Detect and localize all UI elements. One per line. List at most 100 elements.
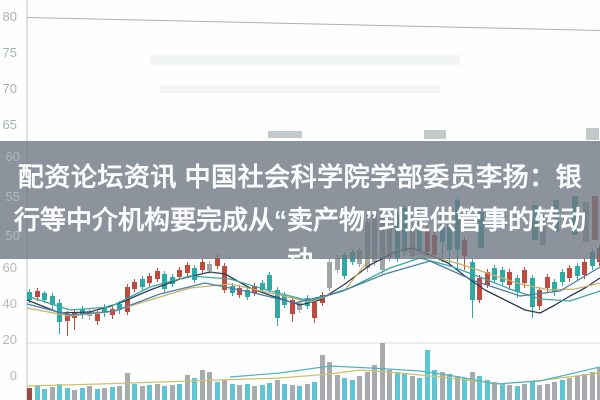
volume-bar — [110, 387, 115, 400]
volume-bar — [170, 385, 175, 400]
candle-body — [545, 277, 550, 288]
volume-bar — [222, 380, 227, 400]
volume-bar — [132, 384, 137, 400]
candle-body — [515, 278, 520, 292]
candle-body — [567, 268, 572, 278]
ma-navy — [26, 247, 600, 314]
headline-line-1: 配资论坛资讯 中国社会科学院学部委员李扬：银 — [17, 162, 583, 192]
volume-bar — [117, 386, 122, 400]
candle-body — [335, 258, 340, 270]
candle-body — [507, 272, 512, 285]
volume-bar — [200, 370, 205, 400]
volume-bar — [320, 355, 325, 400]
volume-bar — [155, 384, 160, 400]
volume-bar — [552, 382, 557, 400]
vol-ma-teal — [229, 365, 600, 385]
volume-bar — [447, 374, 452, 400]
volume-bar — [582, 374, 587, 400]
candle-body — [207, 264, 212, 271]
volume-bar — [545, 384, 550, 400]
candle-body — [95, 314, 100, 321]
ma-steelblue — [26, 260, 600, 316]
volume-bar — [432, 370, 437, 400]
volume-bar — [327, 362, 332, 400]
volume-bar — [192, 378, 197, 400]
candle-body — [575, 266, 580, 276]
candle-body — [492, 268, 497, 280]
volume-bar — [230, 384, 235, 400]
candle-body — [342, 255, 347, 276]
candle-body — [552, 282, 557, 292]
axis-label: 55 — [5, 189, 20, 204]
volume-bar — [237, 385, 242, 400]
volume-bar — [357, 376, 362, 400]
volume-bar — [597, 368, 600, 400]
headline-band: 60 55 50 配资论坛资讯 中国社会科学院学部委员李扬：银 行等中介机构要完成从… — [0, 141, 600, 259]
volume-bar — [492, 382, 497, 400]
candle-body — [147, 276, 152, 283]
volume-bar — [245, 384, 250, 400]
volume-bar — [42, 389, 47, 400]
ma-tan — [26, 249, 600, 317]
volume-bar — [267, 383, 272, 400]
candle-body — [155, 271, 160, 279]
candle-body — [140, 279, 145, 287]
axis-label: 50 — [5, 228, 20, 243]
volume-bar — [507, 385, 512, 400]
candle-body — [35, 291, 40, 297]
volume-bar — [35, 386, 40, 400]
volume-bar — [372, 365, 377, 400]
volume-bar — [470, 372, 475, 400]
volume-bar — [515, 386, 520, 400]
volume-bar — [365, 372, 370, 400]
volume-bar — [87, 386, 92, 400]
candle-body — [185, 265, 190, 273]
candle-body — [290, 300, 295, 314]
candle-body — [192, 268, 197, 280]
volume-bar — [57, 384, 62, 400]
candle-body — [245, 290, 250, 297]
volume-bar — [590, 372, 595, 400]
candle-body — [237, 288, 242, 295]
volume-bar — [290, 385, 295, 400]
volume-bar — [215, 382, 220, 400]
candle-body — [162, 274, 167, 289]
axis-label: 60 — [5, 149, 20, 164]
volume-bar — [485, 380, 490, 400]
volume-bar — [402, 374, 407, 400]
candle-body — [312, 302, 317, 318]
volume-bar — [95, 389, 100, 400]
candle-body — [560, 272, 565, 282]
candle-body — [267, 275, 272, 290]
volume-bar — [560, 380, 565, 400]
ma-lines — [26, 247, 600, 317]
volume-bar — [530, 382, 535, 400]
candle-body — [132, 282, 137, 289]
candle-body — [215, 258, 220, 266]
volume-bar — [27, 388, 32, 400]
volume-bar — [65, 388, 70, 400]
volume-bar — [522, 384, 527, 400]
candle-body — [477, 278, 482, 300]
volume-bar — [425, 350, 430, 400]
faded-upper-chart — [150, 55, 599, 140]
candle-body — [260, 283, 265, 290]
volume-bar — [162, 386, 167, 400]
volume-bar — [252, 386, 257, 400]
volume-bar — [575, 376, 580, 400]
volume-bar — [477, 376, 482, 400]
volume-bar — [207, 372, 212, 400]
volume-bar — [342, 378, 347, 400]
volume-bar — [395, 372, 400, 400]
volume-bar — [140, 386, 145, 400]
volume-bar — [185, 375, 190, 400]
volume-bar — [147, 385, 152, 400]
volume-bar — [410, 376, 415, 400]
volume-bar — [102, 388, 107, 400]
volume-bar — [260, 385, 265, 400]
volume-bar — [500, 384, 505, 400]
candle-body — [582, 262, 587, 275]
candle-body — [485, 272, 490, 285]
candle-body — [230, 286, 235, 293]
